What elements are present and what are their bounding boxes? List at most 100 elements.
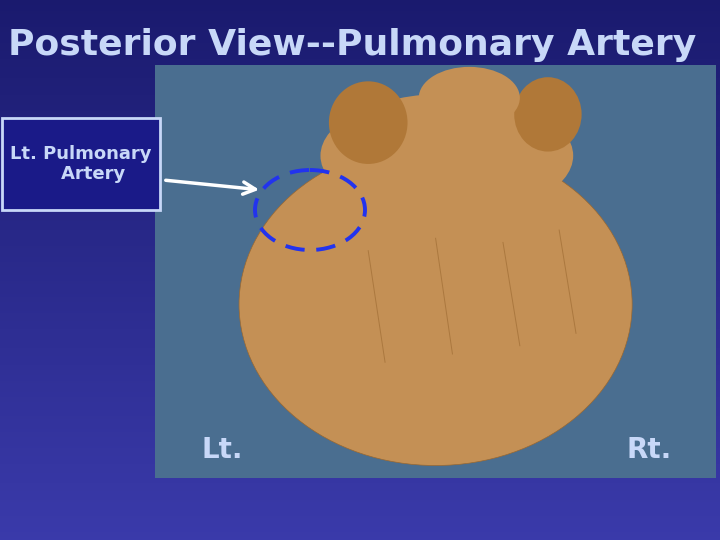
Bar (0, 59, 720, 62)
Bar (0, 178, 720, 181)
Bar (0, 192, 720, 194)
Bar (0, 86, 720, 89)
Bar (0, 362, 720, 364)
Ellipse shape (419, 67, 520, 129)
Bar (0, 135, 720, 138)
Bar (0, 281, 720, 284)
Bar (0, 262, 720, 265)
Bar (0, 413, 720, 416)
Bar (0, 505, 720, 508)
Bar (0, 92, 720, 94)
Bar (0, 305, 720, 308)
Bar (0, 54, 720, 57)
Bar (0, 289, 720, 292)
Bar (0, 526, 720, 529)
Bar (0, 51, 720, 54)
Bar (0, 313, 720, 316)
Bar (0, 464, 720, 467)
Bar (0, 470, 720, 472)
Bar (0, 157, 720, 159)
Bar (0, 132, 720, 135)
Bar (0, 197, 720, 200)
Bar (0, 408, 720, 410)
Bar (0, 173, 720, 176)
Bar (0, 103, 720, 105)
Bar (0, 462, 720, 464)
Bar (0, 370, 720, 373)
Bar (0, 302, 720, 305)
Bar (0, 424, 720, 427)
Bar (0, 70, 720, 73)
Ellipse shape (514, 77, 582, 152)
Text: Lt. Pulmonary
    Artery: Lt. Pulmonary Artery (10, 145, 152, 184)
Bar (0, 105, 720, 108)
Bar (0, 49, 720, 51)
Bar (0, 497, 720, 500)
Bar (0, 294, 720, 297)
Bar (0, 418, 720, 421)
Bar (0, 310, 720, 313)
Bar (0, 213, 720, 216)
Bar (0, 108, 720, 111)
Bar (0, 494, 720, 497)
Bar (0, 292, 720, 294)
Bar (0, 130, 720, 132)
Bar (0, 78, 720, 81)
Bar (0, 284, 720, 286)
Bar (0, 43, 720, 46)
Bar (0, 354, 720, 356)
Bar (0, 30, 720, 32)
Bar (0, 5, 720, 8)
Bar (0, 151, 720, 154)
Bar (0, 19, 720, 22)
Bar (0, 3, 720, 5)
Bar (0, 381, 720, 383)
Bar (0, 200, 720, 202)
Bar (0, 316, 720, 319)
Bar (0, 297, 720, 300)
Bar (0, 127, 720, 130)
Bar (0, 235, 720, 238)
Bar (0, 343, 720, 346)
Bar (0, 211, 720, 213)
Bar (0, 327, 720, 329)
Bar (0, 24, 720, 27)
Bar (155, 65, 716, 478)
Bar (0, 240, 720, 243)
Bar (0, 532, 720, 535)
Bar (0, 138, 720, 140)
Bar (0, 389, 720, 392)
Bar (0, 181, 720, 184)
Bar (0, 529, 720, 532)
Bar (0, 524, 720, 526)
Bar (0, 321, 720, 324)
Bar (0, 230, 720, 232)
Text: Rt.: Rt. (626, 436, 672, 464)
Bar (0, 340, 720, 343)
Bar (0, 472, 720, 475)
Bar (0, 435, 720, 437)
Bar (0, 324, 720, 327)
Ellipse shape (329, 82, 408, 164)
Bar (0, 14, 720, 16)
Bar (0, 373, 720, 375)
Bar (0, 167, 720, 170)
Bar (0, 259, 720, 262)
Bar (0, 351, 720, 354)
Bar (0, 459, 720, 462)
Bar (0, 254, 720, 256)
Bar (0, 491, 720, 494)
Bar (0, 367, 720, 370)
Bar (0, 451, 720, 454)
Bar (0, 154, 720, 157)
Bar (0, 267, 720, 270)
Bar (0, 170, 720, 173)
Bar (0, 427, 720, 429)
Bar (0, 140, 720, 143)
Bar (0, 97, 720, 100)
Bar (0, 489, 720, 491)
Bar (0, 410, 720, 413)
Bar (0, 22, 720, 24)
Bar (0, 364, 720, 367)
Text: Lt.: Lt. (202, 436, 243, 464)
